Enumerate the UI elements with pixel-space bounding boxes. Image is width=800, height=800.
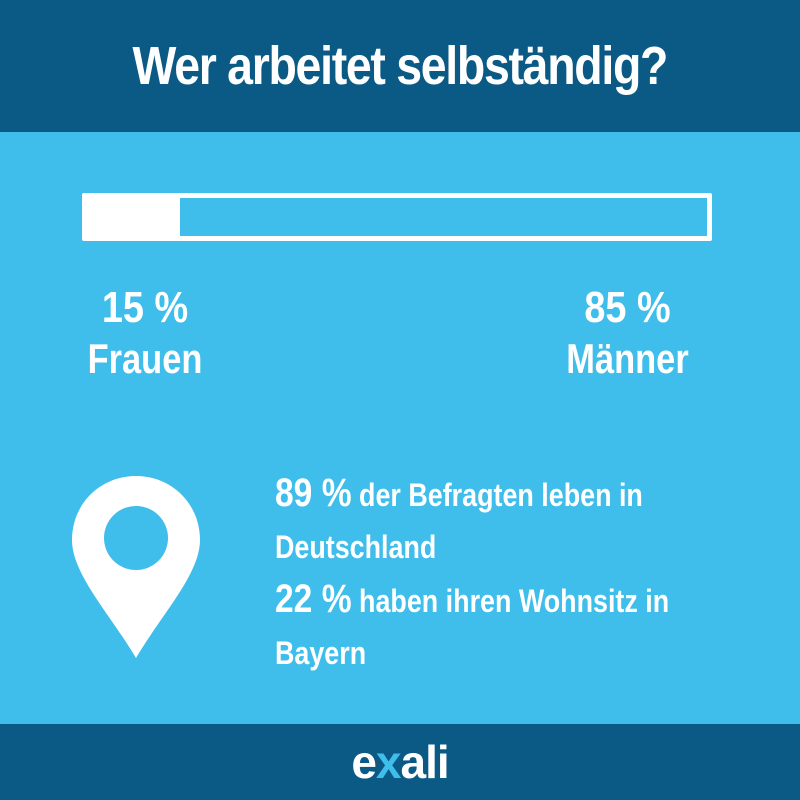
germany-text: der Befragten leben in Deutschland — [275, 477, 643, 565]
germany-percent: 89 % — [275, 471, 352, 515]
women-percent: 15 % — [101, 283, 189, 332]
men-percent: 85 % — [584, 283, 671, 332]
men-stat: 85 % Männer — [545, 282, 710, 384]
women-share-fill — [87, 198, 180, 236]
gender-share-bar — [82, 193, 712, 241]
main-panel: 15 % Frauen 85 % Männer 89 % der Befragt… — [0, 132, 800, 724]
page-title: Wer arbeitet selbständig? — [132, 36, 669, 96]
bavaria-percent: 22 % — [275, 577, 352, 621]
bavaria-stat: 22 % haben ihren Wohnsitz in Bayern — [275, 573, 745, 679]
bavaria-text: haben ihren Wohnsitz in Bayern — [275, 583, 670, 671]
men-label: Männer — [566, 335, 689, 382]
location-info: 89 % der Befragten leben in Deutschland … — [275, 467, 745, 679]
women-label: Frauen — [87, 335, 203, 382]
germany-stat: 89 % der Befragten leben in Deutschland — [275, 467, 745, 573]
map-pin-icon — [72, 476, 200, 658]
exali-logo: e x ali — [351, 736, 449, 788]
women-stat: 15 % Frauen — [60, 282, 230, 384]
footer-banner: e x ali — [0, 724, 800, 800]
header-banner: Wer arbeitet selbständig? — [0, 0, 800, 132]
